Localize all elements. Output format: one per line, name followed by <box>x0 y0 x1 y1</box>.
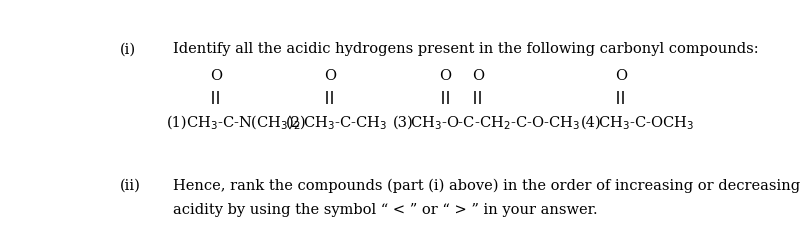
Text: CH$_3$-C-CH$_3$: CH$_3$-C-CH$_3$ <box>303 114 387 131</box>
Text: (4): (4) <box>581 116 601 130</box>
Text: O: O <box>210 69 222 83</box>
Text: Hence, rank the compounds (part (i) above) in the order of increasing or decreas: Hence, rank the compounds (part (i) abov… <box>173 179 800 193</box>
Text: CH$_3$-O-C-CH$_2$-C-O-CH$_3$: CH$_3$-O-C-CH$_2$-C-O-CH$_3$ <box>409 114 579 131</box>
Text: (3): (3) <box>392 116 413 130</box>
Text: O: O <box>439 69 451 83</box>
Text: CH$_3$-C-N(CH$_3$)$_2$: CH$_3$-C-N(CH$_3$)$_2$ <box>186 113 301 132</box>
Text: Identify all the acidic hydrogens present in the following carbonyl compounds:: Identify all the acidic hydrogens presen… <box>173 42 759 56</box>
Text: (ii): (ii) <box>120 179 141 193</box>
Text: (2): (2) <box>286 116 307 130</box>
Text: (i): (i) <box>120 42 136 56</box>
Text: O: O <box>615 69 627 83</box>
Text: O: O <box>324 69 336 83</box>
Text: CH$_3$-C-OCH$_3$: CH$_3$-C-OCH$_3$ <box>598 114 693 131</box>
Text: acidity by using the symbol “ < ” or “ > ” in your answer.: acidity by using the symbol “ < ” or “ >… <box>173 203 598 217</box>
Text: O: O <box>472 69 484 83</box>
Text: (1): (1) <box>167 116 188 130</box>
